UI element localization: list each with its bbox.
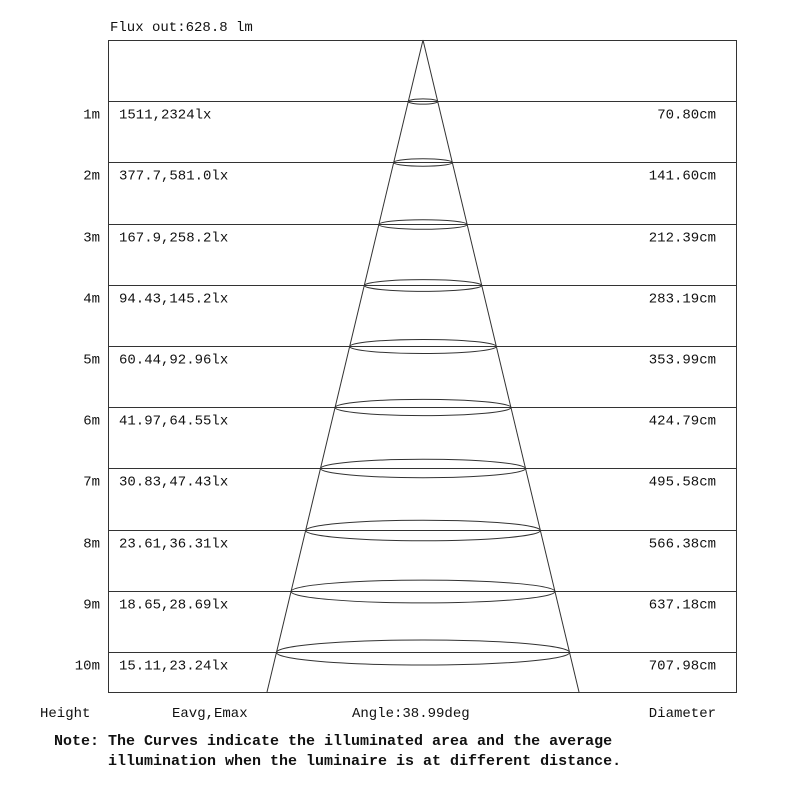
row-diameter: 283.19cm [649, 292, 716, 308]
height-column-label: Height [40, 706, 90, 722]
row-diameter: 637.18cm [649, 598, 716, 614]
cone-left-edge [266, 39, 424, 693]
row-illuminance: 15.11,23.24lx [119, 659, 228, 675]
row-height: 5m [83, 353, 100, 369]
row-illuminance: 30.83,47.43lx [119, 475, 228, 491]
flux-label: Flux out:628.8 lm [110, 20, 253, 36]
note-prefix: Note: [54, 733, 99, 750]
row-diameter: 424.79cm [649, 414, 716, 430]
row-illuminance: 94.43,145.2lx [119, 292, 228, 308]
row-height: 10m [75, 659, 100, 675]
cone-right-edge [422, 39, 580, 693]
row-illuminance: 41.97,64.55lx [119, 414, 228, 430]
row-diameter: 141.60cm [649, 169, 716, 185]
light-cone [266, 39, 580, 693]
row-diameter: 212.39cm [649, 231, 716, 247]
row-height: 8m [83, 537, 100, 553]
row-height: 4m [83, 292, 100, 308]
distance-rows: 1m 1511,2324lx 70.80cm 2m 377.7,581.0lx 141.6… [75, 101, 737, 675]
row-illuminance: 60.44,92.96lx [119, 353, 228, 369]
row-illuminance: 167.9,258.2lx [119, 231, 228, 247]
diameter-column-label: Diameter [649, 706, 716, 722]
row-diameter: 495.58cm [649, 475, 716, 491]
row-diameter: 70.80cm [657, 108, 716, 124]
beam-angle-label: Angle:38.99deg [352, 706, 470, 722]
row-height: 9m [83, 598, 100, 614]
row-diameter: 566.38cm [649, 537, 716, 553]
row-height: 6m [83, 414, 100, 430]
illuminance-column-label: Eavg,Emax [172, 706, 248, 722]
row-illuminance: 377.7,581.0lx [119, 169, 228, 185]
note-line-2: illumination when the luminaire is at di… [108, 753, 621, 770]
row-diameter: 707.98cm [649, 659, 716, 675]
row-height: 7m [83, 475, 100, 491]
row-height: 2m [83, 169, 100, 185]
row-illuminance: 23.61,36.31lx [119, 537, 228, 553]
row-illuminance: 1511,2324lx [119, 108, 211, 124]
note-line-1: The Curves indicate the illuminated area… [108, 733, 612, 750]
row-illuminance: 18.65,28.69lx [119, 598, 228, 614]
row-diameter: 353.99cm [649, 353, 716, 369]
row-height: 3m [83, 231, 100, 247]
row-height: 1m [83, 108, 100, 124]
